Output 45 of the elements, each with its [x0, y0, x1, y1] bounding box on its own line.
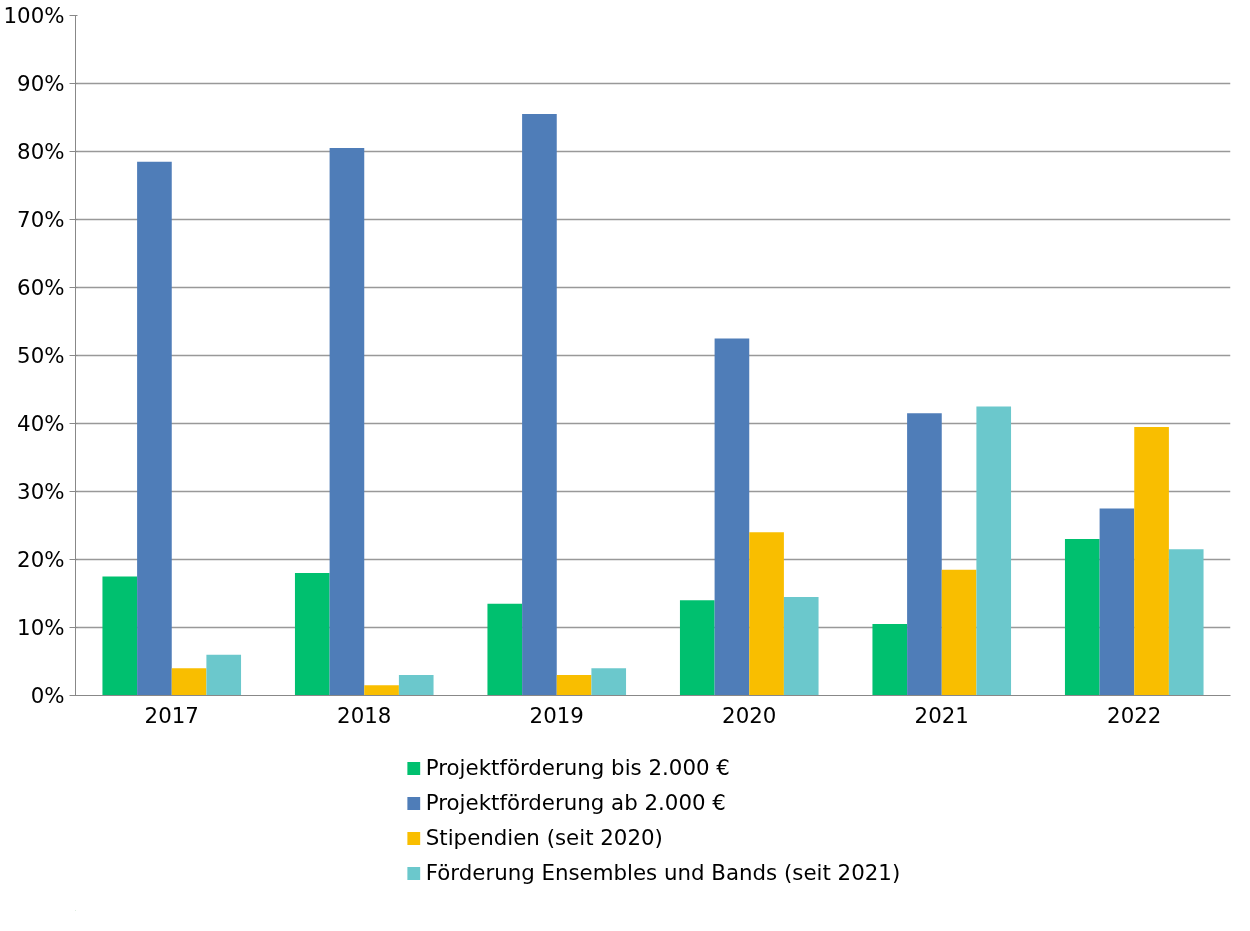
- y-tick-label: 90%: [17, 71, 65, 96]
- bar: [941, 569, 977, 696]
- y-tick-label: 20%: [17, 547, 65, 572]
- bar: [102, 576, 138, 696]
- y-tick-label: 40%: [17, 411, 65, 436]
- bar: [976, 406, 1012, 696]
- y-tick-label: 0%: [30, 683, 65, 708]
- legend-label: Projektförderung ab 2.000 €: [425, 790, 726, 815]
- y-tick-label: 60%: [17, 275, 65, 300]
- x-tick-label: 2022: [1107, 702, 1162, 728]
- bar: [364, 685, 399, 696]
- bar: [329, 148, 365, 696]
- bar: [749, 532, 784, 696]
- bar: [398, 675, 434, 696]
- bar: [907, 413, 942, 696]
- bar: [1064, 539, 1100, 696]
- bar: [783, 596, 819, 696]
- bar: [1134, 426, 1169, 696]
- x-tick-label: 2021: [914, 702, 969, 728]
- legend-label: Projektförderung bis 2.000 €: [425, 755, 730, 780]
- bar: [679, 600, 715, 696]
- bar: [872, 624, 908, 696]
- bar: [591, 668, 627, 696]
- x-tick-label: 2018: [337, 702, 392, 728]
- bar: [714, 338, 750, 696]
- y-tick-label: 70%: [17, 207, 65, 232]
- bar: [522, 114, 557, 696]
- bar: [1099, 508, 1135, 696]
- legend-label: Stipendien (seit 2020): [425, 825, 663, 850]
- y-tick-label: 80%: [17, 139, 65, 164]
- x-tick-label: 2020: [722, 702, 777, 728]
- bar: [294, 573, 330, 696]
- bar: [556, 675, 592, 696]
- y-tick-label: 10%: [17, 615, 65, 640]
- y-tick-label: 50%: [17, 343, 65, 368]
- y-tick-label: 100%: [3, 3, 65, 28]
- x-tick-label: 2017: [144, 702, 199, 728]
- bar: [171, 668, 207, 696]
- bar: [206, 654, 242, 696]
- y-tick-label: 30%: [17, 479, 65, 504]
- bar: [487, 603, 523, 696]
- bar: [1168, 549, 1204, 696]
- legend-label: Förderung Ensembles und Bands (seit 2021): [425, 860, 901, 885]
- x-tick-label: 2019: [529, 702, 584, 728]
- bar: [137, 161, 172, 696]
